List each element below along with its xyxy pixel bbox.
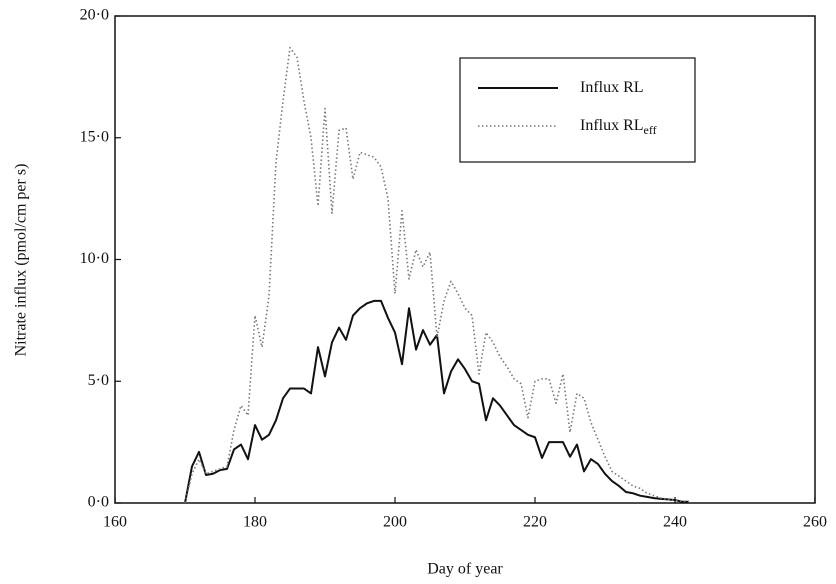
x-axis-label: Day of year	[427, 561, 503, 578]
x-tick-label: 260	[803, 514, 827, 531]
legend-subscript: eff	[644, 123, 657, 137]
y-tick-label: 10·0	[80, 250, 109, 267]
x-tick-label: 180	[243, 514, 267, 531]
y-tick-label: 5·0	[88, 372, 109, 389]
x-tick-label: 200	[383, 514, 407, 531]
legend-name: Influx RL	[580, 117, 644, 134]
y-tick-label: 0·0	[88, 494, 109, 511]
x-tick-label: 220	[523, 514, 547, 531]
y-axis-label: Nitrate influx (pmol/cm per s)	[13, 164, 30, 357]
legend-name: Influx RL	[580, 79, 644, 96]
x-tick-label: 240	[663, 514, 687, 531]
series-line	[184, 46, 690, 504]
legend-box	[459, 57, 696, 163]
y-tick-label: 15·0	[80, 128, 109, 145]
legend-label: Influx RLeff	[580, 117, 657, 137]
legend-label: Influx RL	[580, 79, 644, 96]
y-tick-label: 20·0	[80, 7, 109, 24]
x-tick-label: 160	[103, 514, 127, 531]
